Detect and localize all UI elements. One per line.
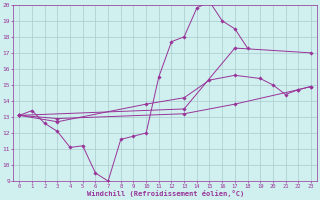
X-axis label: Windchill (Refroidissement éolien,°C): Windchill (Refroidissement éolien,°C)	[86, 190, 244, 197]
